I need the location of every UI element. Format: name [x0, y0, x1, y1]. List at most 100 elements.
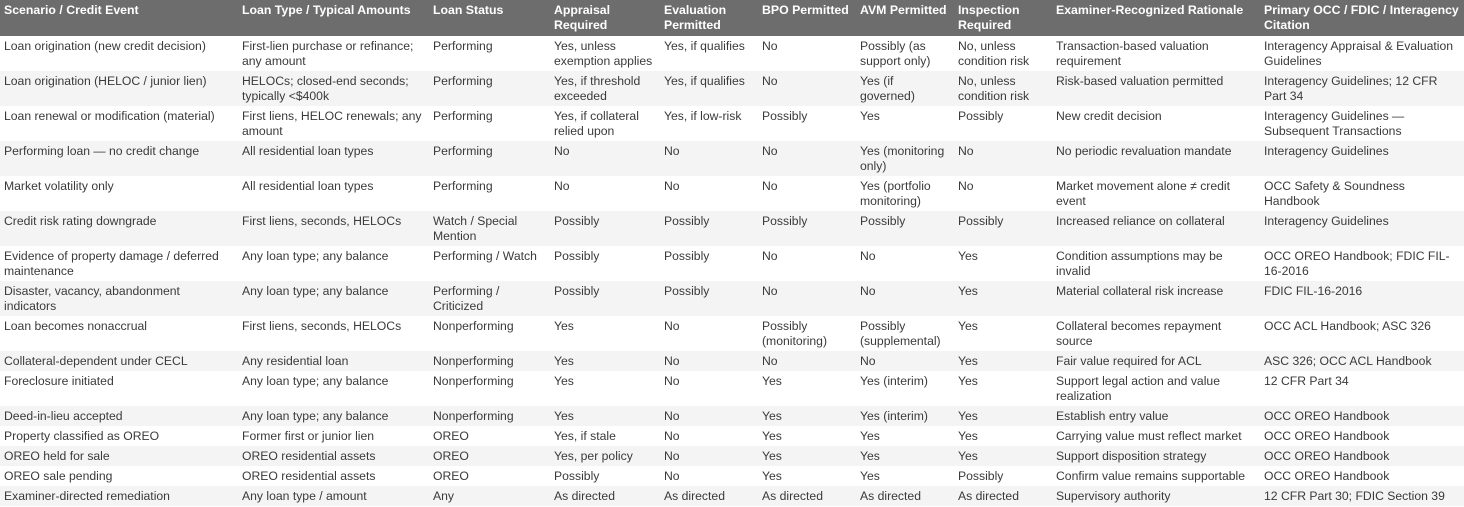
cell-loan-type: Any loan type; any balance — [238, 281, 429, 316]
cell-inspection-required: Yes — [954, 281, 1052, 316]
cell-evaluation-permitted: Possibly — [660, 211, 758, 246]
cell-evaluation-permitted: No — [664, 374, 680, 388]
table-row: Deed-in-lieu accepted Any loan type; any … — [0, 406, 1464, 426]
cell-appraisal-required: Yes — [550, 406, 660, 426]
cell-loan-status: OREO — [433, 429, 469, 443]
cell-avm-permitted: Yes (portfolio monitoring) — [860, 179, 931, 208]
cell-scenario: Loan origination (HELOC / junior lien) — [0, 71, 238, 106]
cell-citation: OCC OREO Handbook; FDIC FIL-16-2016 — [1264, 249, 1450, 278]
table-row: Loan becomes nonaccrual First liens, seco… — [0, 316, 1464, 351]
cell-inspection-required: Yes — [954, 406, 1052, 426]
cell-loan-status: Nonperforming — [433, 374, 514, 388]
cell-loan-type: All residential loan types — [238, 141, 429, 176]
cell-scenario: Foreclosure initiated — [4, 374, 114, 388]
cell-scenario: OREO held for sale — [0, 446, 238, 466]
cell-appraisal-required: Yes, if threshold exceeded — [550, 71, 660, 106]
column-header-evaluation-permitted: Evaluation Permitted — [660, 0, 758, 36]
cell-evaluation-permitted: Yes, if qualifies — [660, 71, 758, 106]
cell-loan-status: Performing — [429, 71, 550, 106]
cell-evaluation-permitted: Possibly — [660, 281, 758, 316]
cell-rationale: Support legal action and value realizati… — [1056, 374, 1220, 403]
cell-citation: FDIC FIL-16-2016 — [1260, 281, 1464, 316]
cell-bpo-permitted: No — [762, 179, 778, 193]
table-row: Credit risk rating downgrade First liens,… — [0, 211, 1464, 246]
column-header-loan-status: Loan Status — [429, 0, 550, 36]
table-row: OREO sale pending OREO residential assets… — [0, 466, 1464, 486]
cell-citation: OCC ACL Handbook; ASC 326 — [1264, 319, 1431, 333]
cell-bpo-permitted: Possibly — [762, 109, 808, 123]
cell-inspection-required: No — [958, 179, 974, 193]
cell-bpo-permitted: Yes — [762, 429, 782, 443]
table-row: Loan renewal or modification (material) F… — [0, 106, 1464, 141]
cell-loan-type: First liens, HELOC renewals; any amount — [242, 109, 422, 138]
cell-bpo-permitted: Possibly (monitoring) — [762, 319, 828, 348]
cell-appraisal-required: Yes, if collateral relied upon — [554, 109, 639, 138]
cell-loan-status: Nonperforming — [433, 319, 514, 333]
cell-rationale: Transaction-based valuation requirement — [1056, 39, 1209, 68]
cell-rationale: Fair value required for ACL — [1052, 351, 1260, 371]
cell-bpo-permitted: No — [758, 281, 856, 316]
cell-avm-permitted: No — [860, 249, 876, 263]
cell-loan-type: Former first or junior lien — [242, 429, 375, 443]
cell-bpo-permitted: As directed — [758, 486, 856, 506]
header-row: Scenario / Credit Event Loan Type / Typic… — [0, 0, 1464, 36]
cell-loan-status: Performing — [433, 109, 493, 123]
cell-avm-permitted: Yes — [860, 109, 880, 123]
table-row: Evidence of property damage / deferred m… — [0, 246, 1464, 281]
cell-rationale: Condition assumptions may be invalid — [1056, 249, 1223, 278]
cell-loan-type: OREO residential assets — [238, 446, 429, 466]
cell-evaluation-permitted: Yes, if low-risk — [664, 109, 742, 123]
cell-citation: OCC OREO Handbook — [1264, 429, 1390, 443]
table-row: Market volatility only All residential lo… — [0, 176, 1464, 211]
cell-rationale: Support disposition strategy — [1052, 446, 1260, 466]
table-row: Examiner-directed remediation Any loan ty… — [0, 486, 1464, 506]
cell-inspection-required: Yes — [958, 374, 978, 388]
cell-avm-permitted: Yes (if governed) — [856, 71, 954, 106]
cell-scenario: Performing loan — no credit change — [0, 141, 238, 176]
cell-bpo-permitted: No — [758, 71, 856, 106]
cell-evaluation-permitted: No — [664, 469, 680, 483]
cell-citation: ASC 326; OCC ACL Handbook — [1260, 351, 1464, 371]
cell-bpo-permitted: No — [762, 249, 778, 263]
cell-loan-type: OREO residential assets — [242, 469, 376, 483]
cell-scenario: Credit risk rating downgrade — [0, 211, 238, 246]
cell-scenario: Examiner-directed remediation — [0, 486, 238, 506]
column-header-loan-type: Loan Type / Typical Amounts — [238, 0, 429, 36]
cell-bpo-permitted: No — [758, 141, 856, 176]
cell-loan-status: Performing / Criticized — [429, 281, 550, 316]
column-header-inspection-required: Inspection Required — [954, 0, 1052, 36]
cell-rationale: Collateral becomes repayment source — [1056, 319, 1222, 348]
cell-citation: OCC Safety & Soundness Handbook — [1264, 179, 1405, 208]
cell-appraisal-required: As directed — [550, 486, 660, 506]
cell-loan-type: First liens, seconds, HELOCs — [242, 319, 402, 333]
cell-inspection-required: Yes — [958, 319, 978, 333]
cell-appraisal-required: Possibly — [550, 281, 660, 316]
column-header-appraisal-required: Appraisal Required — [550, 0, 660, 36]
cell-avm-permitted: Yes (interim) — [856, 406, 954, 426]
table-header: Scenario / Credit Event Loan Type / Typic… — [0, 0, 1464, 36]
cell-avm-permitted: No — [856, 281, 954, 316]
cell-avm-permitted: Possibly (supplemental) — [860, 319, 941, 348]
cell-loan-type: Any loan type; any balance — [238, 406, 429, 426]
cell-avm-permitted: Yes (monitoring only) — [856, 141, 954, 176]
cell-citation: Interagency Guidelines — Subsequent Tran… — [1264, 109, 1405, 138]
cell-avm-permitted: Possibly — [856, 211, 954, 246]
cell-citation: OCC OREO Handbook — [1260, 406, 1464, 426]
cell-rationale: No periodic revaluation mandate — [1052, 141, 1260, 176]
column-header-avm-permitted: AVM Permitted — [856, 0, 954, 36]
table-row: Collateral-dependent under CECL Any resid… — [0, 351, 1464, 371]
cell-evaluation-permitted: No — [664, 179, 680, 193]
cell-loan-type: Any loan type / amount — [238, 486, 429, 506]
cell-loan-status: OREO — [429, 446, 550, 466]
cell-loan-status: Watch / Special Mention — [429, 211, 550, 246]
cell-rationale: Material collateral risk increase — [1052, 281, 1260, 316]
cell-scenario: Disaster, vacancy, abandonment indicator… — [0, 281, 238, 316]
cell-evaluation-permitted: No — [664, 429, 680, 443]
cell-rationale: Establish entry value — [1052, 406, 1260, 426]
table-row: Disaster, vacancy, abandonment indicator… — [0, 281, 1464, 316]
cell-appraisal-required: Yes, if stale — [554, 429, 616, 443]
cell-evaluation-permitted: Possibly — [664, 249, 710, 263]
cell-inspection-required: Possibly — [958, 109, 1004, 123]
cell-bpo-permitted: Yes — [758, 446, 856, 466]
